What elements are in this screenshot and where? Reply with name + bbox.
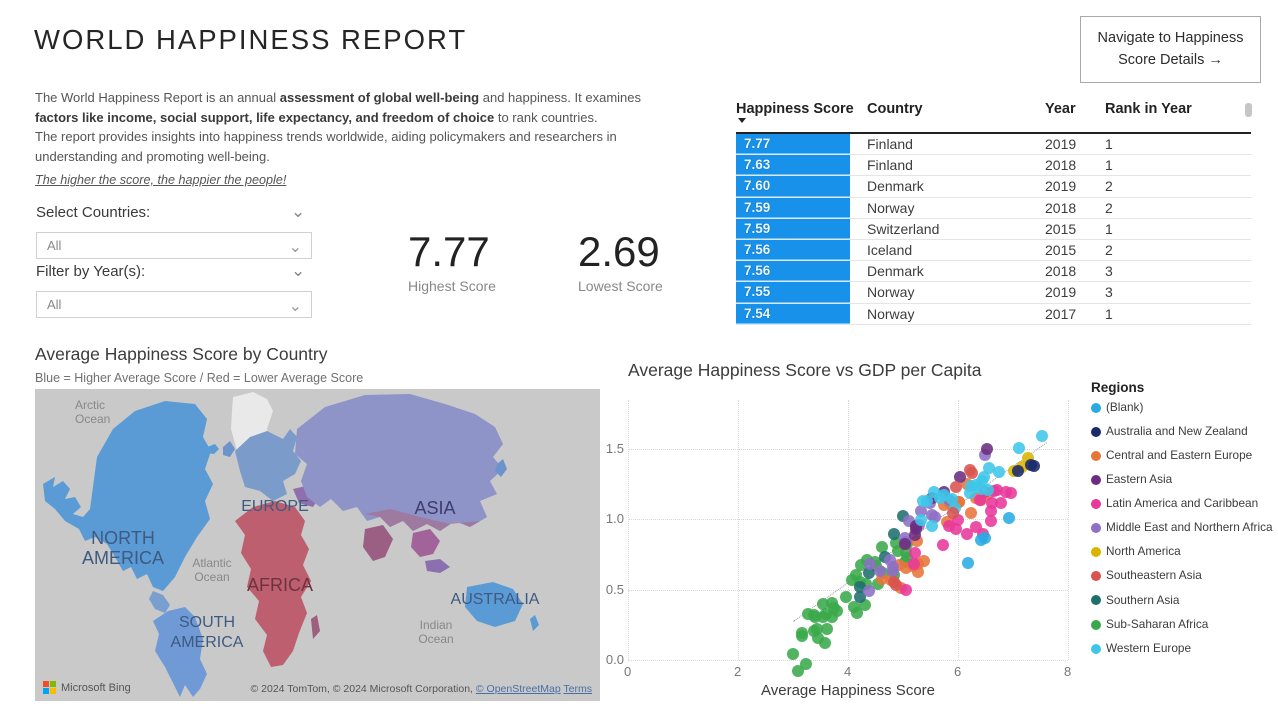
svg-text:AFRICA: AFRICA [247,575,313,595]
svg-text:Indian: Indian [420,618,453,632]
svg-text:Ocean: Ocean [75,412,110,426]
svg-text:Atlantic: Atlantic [192,556,231,570]
svg-text:NORTH: NORTH [91,528,155,548]
svg-text:AUSTRALIA: AUSTRALIA [451,591,540,608]
svg-text:AMERICA: AMERICA [171,634,244,651]
svg-text:EUROPE: EUROPE [241,498,309,515]
svg-text:AMERICA: AMERICA [82,548,164,568]
svg-text:Ocean: Ocean [194,570,229,584]
svg-text:ASIA: ASIA [414,498,455,518]
svg-text:Ocean: Ocean [418,632,453,646]
svg-text:Arctic: Arctic [75,398,105,412]
svg-text:SOUTH: SOUTH [179,614,235,631]
